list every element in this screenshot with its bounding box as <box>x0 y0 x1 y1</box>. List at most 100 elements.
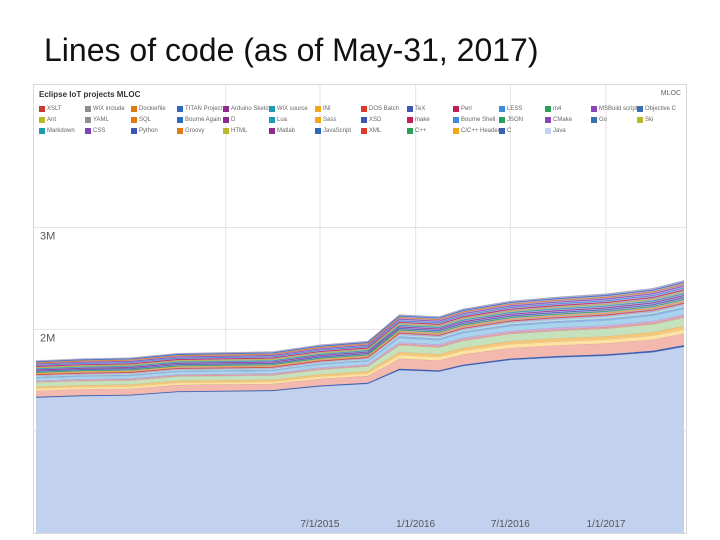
legend-swatch <box>223 116 229 123</box>
legend-swatch <box>453 105 459 112</box>
x-tick-label: 1/1/2017 <box>587 519 626 530</box>
legend-item[interactable]: JSON <box>499 115 545 124</box>
legend-label: XSLT <box>47 105 62 112</box>
area-series[interactable] <box>36 317 684 387</box>
legend-item[interactable]: Go <box>591 115 637 124</box>
legend-item[interactable]: Perl <box>453 104 499 113</box>
legend-swatch <box>545 127 551 134</box>
legend-item[interactable]: C++ <box>407 126 453 135</box>
legend-swatch <box>269 116 275 123</box>
legend-label: Bourne Shell <box>461 116 496 123</box>
legend-item[interactable]: TITAN Project File Information <box>177 104 223 113</box>
area-series[interactable] <box>36 314 684 382</box>
legend-item[interactable]: Sass <box>315 115 361 124</box>
minor-series-line <box>35 291 685 369</box>
legend-swatch <box>85 105 91 112</box>
slide-title: Lines of code (as of May-31, 2017) <box>44 32 539 68</box>
legend-item[interactable]: Lua <box>269 115 315 124</box>
legend-item[interactable]: Objective C <box>637 104 683 113</box>
legend-item[interactable]: C/C++ Header <box>453 126 499 135</box>
minor-series-line <box>35 285 685 365</box>
legend-item[interactable]: Groovy <box>177 126 223 135</box>
legend-label: C <box>507 127 512 134</box>
legend-swatch <box>131 116 137 123</box>
legend-label: LESS <box>507 105 523 112</box>
legend-swatch <box>223 105 229 112</box>
area-series[interactable] <box>36 280 684 376</box>
legend-swatch <box>591 116 597 123</box>
chart-title: Eclipse IoT projects MLOC <box>39 90 141 99</box>
area-series[interactable] <box>36 329 684 391</box>
series-line <box>35 280 685 361</box>
minor-series-line <box>35 298 685 373</box>
legend-item[interactable]: WiX source <box>269 104 315 113</box>
legend-label: XML <box>369 127 382 134</box>
legend-swatch <box>361 105 367 112</box>
minor-series-line <box>35 295 685 371</box>
x-tick-label: 7/1/2015 <box>300 519 339 530</box>
legend-item[interactable]: CSS <box>85 126 131 135</box>
minor-series-line <box>35 293 685 370</box>
legend-item[interactable]: make <box>407 115 453 124</box>
legend-swatch <box>499 116 505 123</box>
legend-item[interactable]: XSD <box>361 115 407 124</box>
legend-item[interactable]: Bourne Shell <box>453 115 499 124</box>
legend-label: Groovy <box>185 127 205 134</box>
legend-label: m4 <box>553 105 562 112</box>
legend-label: CSS <box>93 127 106 134</box>
legend-item[interactable]: Arduino Sketch <box>223 104 269 113</box>
legend-label: WiX source <box>277 105 308 112</box>
legend-item[interactable]: C <box>499 126 545 135</box>
area-series[interactable] <box>36 325 684 389</box>
legend-item[interactable]: Ant <box>39 115 85 124</box>
legend-item[interactable]: Matlab <box>269 126 315 135</box>
legend-item[interactable]: DOS Batch <box>361 104 407 113</box>
legend-item[interactable]: m4 <box>545 104 591 113</box>
legend-item[interactable]: Python <box>131 126 177 135</box>
chart-legend: XSLT WiX include Dockerfile TITAN Project F… <box>39 104 683 135</box>
area-series[interactable] <box>36 315 684 383</box>
legend-swatch <box>177 105 183 112</box>
area-series[interactable] <box>36 305 684 377</box>
legend-item[interactable]: JavaScript <box>315 126 361 135</box>
x-tick-label: 1/1/2016 <box>396 519 435 530</box>
minor-series-line <box>35 302 685 376</box>
legend-item[interactable]: Markdown <box>39 126 85 135</box>
chart-unit-label: MLOC <box>660 90 681 97</box>
legend-swatch <box>407 105 413 112</box>
legend-swatch <box>637 105 643 112</box>
legend-item[interactable]: HTML <box>223 126 269 135</box>
minor-series-line <box>35 287 685 366</box>
area-series[interactable] <box>36 309 684 381</box>
legend-swatch <box>361 127 367 134</box>
legend-item[interactable]: Dockerfile <box>131 104 177 113</box>
legend-item[interactable]: WiX include <box>85 104 131 113</box>
legend-item[interactable]: TeX <box>407 104 453 113</box>
area-series[interactable] <box>36 346 684 533</box>
legend-item[interactable]: XML <box>361 126 407 135</box>
legend-item[interactable]: MSBuild script <box>591 104 637 113</box>
legend-label: make <box>415 116 430 123</box>
legend-swatch <box>315 127 321 134</box>
legend-label: C++ <box>415 127 427 134</box>
legend-item[interactable]: Bourne Again Shell <box>177 115 223 124</box>
legend-swatch <box>39 127 45 134</box>
legend-swatch <box>453 116 459 123</box>
area-series[interactable] <box>36 333 684 397</box>
area-series[interactable] <box>36 307 684 378</box>
legend-item[interactable]: XSLT <box>39 104 85 113</box>
minor-series-line <box>35 289 685 367</box>
legend-item[interactable]: YAML <box>85 115 131 124</box>
x-tick-label: 7/1/2016 <box>491 519 530 530</box>
legend-label: WiX include <box>93 105 125 112</box>
legend-item[interactable]: INI <box>315 104 361 113</box>
legend-swatch <box>499 127 505 134</box>
legend-swatch <box>223 127 229 134</box>
legend-item[interactable]: Ski <box>637 115 683 124</box>
legend-item[interactable]: SQL <box>131 115 177 124</box>
legend-item[interactable]: D <box>223 115 269 124</box>
legend-item[interactable]: LESS <box>499 104 545 113</box>
legend-label: Lua <box>277 116 288 123</box>
legend-item[interactable]: Java <box>545 126 591 135</box>
legend-item[interactable]: CMake <box>545 115 591 124</box>
